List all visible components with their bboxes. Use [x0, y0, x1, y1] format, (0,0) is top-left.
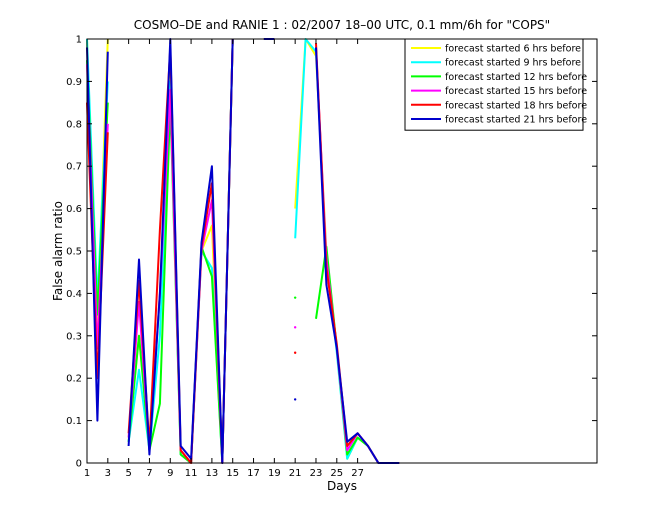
x-tick-label: 13	[206, 468, 219, 479]
x-tick-label: 17	[247, 468, 260, 479]
x-tick-label: 21	[289, 468, 302, 479]
legend-entry-label: forecast started 18 hrs before	[445, 100, 587, 111]
x-tick-label: 15	[226, 468, 239, 479]
x-tick-label: 3	[105, 468, 111, 479]
y-tick-label: 0.4	[66, 289, 82, 300]
x-tick-label: 1	[84, 468, 90, 479]
y-tick-label: 0	[76, 459, 82, 470]
chart-title: COSMO–DE and RANIE 1 : 02/2007 18–00 UTC…	[134, 18, 550, 32]
x-tick-label: 25	[330, 468, 343, 479]
y-tick-label: 0.3	[66, 331, 82, 342]
y-tick-label: 0.1	[66, 416, 82, 427]
legend: forecast started 6 hrs before forecast st…	[404, 38, 587, 131]
series-6-line	[127, 38, 234, 464]
y-axis-label: False alarm ratio	[51, 201, 65, 301]
series-4-point	[293, 326, 297, 329]
y-tick-label: 0.9	[66, 77, 82, 88]
x-tick-label: 5	[125, 468, 131, 479]
legend-entry-label: forecast started 9 hrs before	[445, 58, 581, 69]
x-tick-label: 9	[167, 468, 173, 479]
y-tick-label: 0.2	[66, 374, 82, 385]
y-tick-label: 0.5	[66, 247, 82, 258]
x-tick-label: 19	[268, 468, 281, 479]
legend-entry-label: forecast started 21 hrs before	[445, 115, 587, 126]
y-tick-label: 0.8	[66, 119, 82, 130]
series-3-point	[293, 296, 297, 299]
x-tick-label: 11	[185, 468, 198, 479]
series-6-point	[293, 398, 297, 401]
legend-entry-label: forecast started 15 hrs before	[445, 86, 587, 97]
legend-entry-label: forecast started 6 hrs before	[445, 44, 581, 55]
x-tick-label: 27	[351, 468, 364, 479]
y-tick-label: 0.7	[66, 162, 82, 173]
series-5-point	[293, 351, 297, 354]
series-6-line	[86, 47, 109, 422]
legend-entry-label: forecast started 12 hrs before	[445, 72, 587, 83]
tick-layer: 1 3 5 7 9 11 13 15 17 19 21 23 25 2700.10.20.30.40.50…	[66, 35, 597, 479]
x-tick-label: 7	[146, 468, 152, 479]
y-tick-label: 0.6	[66, 204, 82, 215]
x-tick-label: 23	[310, 468, 323, 479]
x-axis-label: Days	[327, 479, 357, 493]
legend-box	[404, 38, 584, 131]
y-tick-label: 1	[76, 35, 82, 46]
